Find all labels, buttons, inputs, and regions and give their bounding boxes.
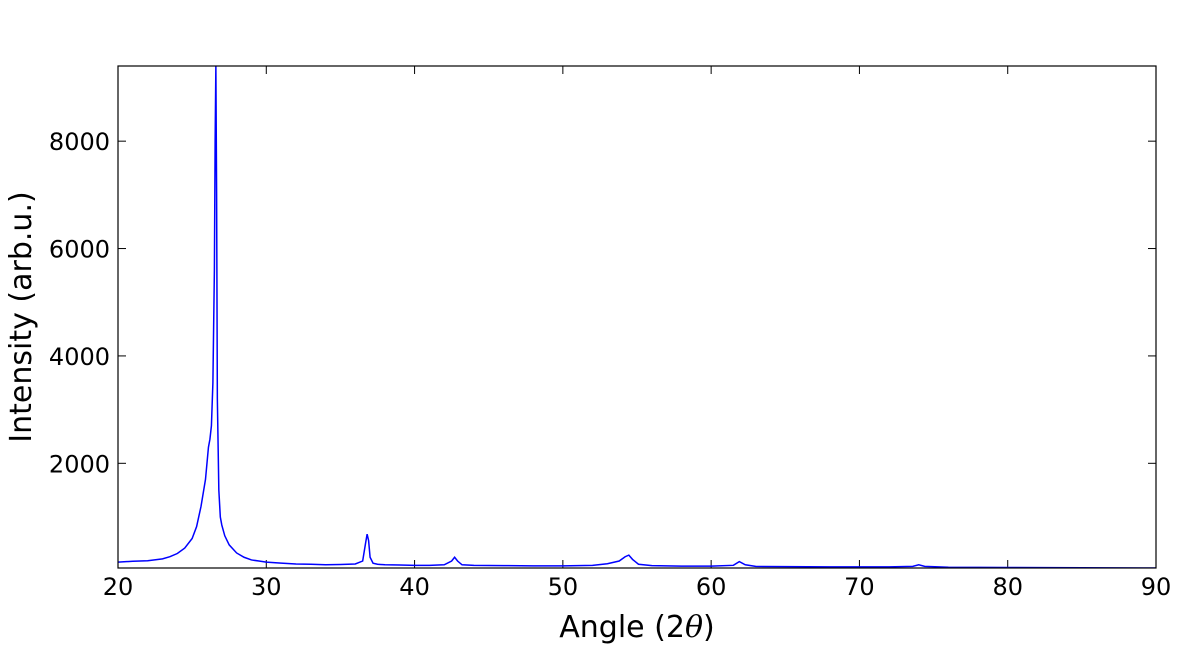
y-tick-label: 4000 [49, 343, 110, 371]
x-tick-label: 30 [251, 573, 282, 601]
x-axis-title-symbol: θ [685, 610, 703, 645]
x-tick-label: 90 [1141, 573, 1172, 601]
x-tick-label: 40 [399, 573, 430, 601]
plot-area [118, 66, 1156, 568]
x-tick-label: 60 [696, 573, 727, 601]
y-tick-label: 6000 [49, 236, 110, 264]
x-tick-label: 70 [844, 573, 875, 601]
x-tick-label: 80 [992, 573, 1023, 601]
x-tick-label: 50 [548, 573, 579, 601]
y-tick-label: 2000 [49, 450, 110, 478]
series-line [118, 66, 1156, 568]
axis-ticks [117, 66, 1157, 568]
tick-labels: 20 30 40 50 60 70 80 90 2000 4000 6000 8000 [49, 128, 1171, 601]
x-tick-label: 20 [103, 573, 134, 601]
x-axis-title: Angle (2θ) [559, 610, 714, 645]
y-tick-label: 8000 [49, 128, 110, 156]
plot-frame [117, 65, 1157, 569]
y-axis-title: Intensity (arb.u.) [4, 191, 39, 442]
